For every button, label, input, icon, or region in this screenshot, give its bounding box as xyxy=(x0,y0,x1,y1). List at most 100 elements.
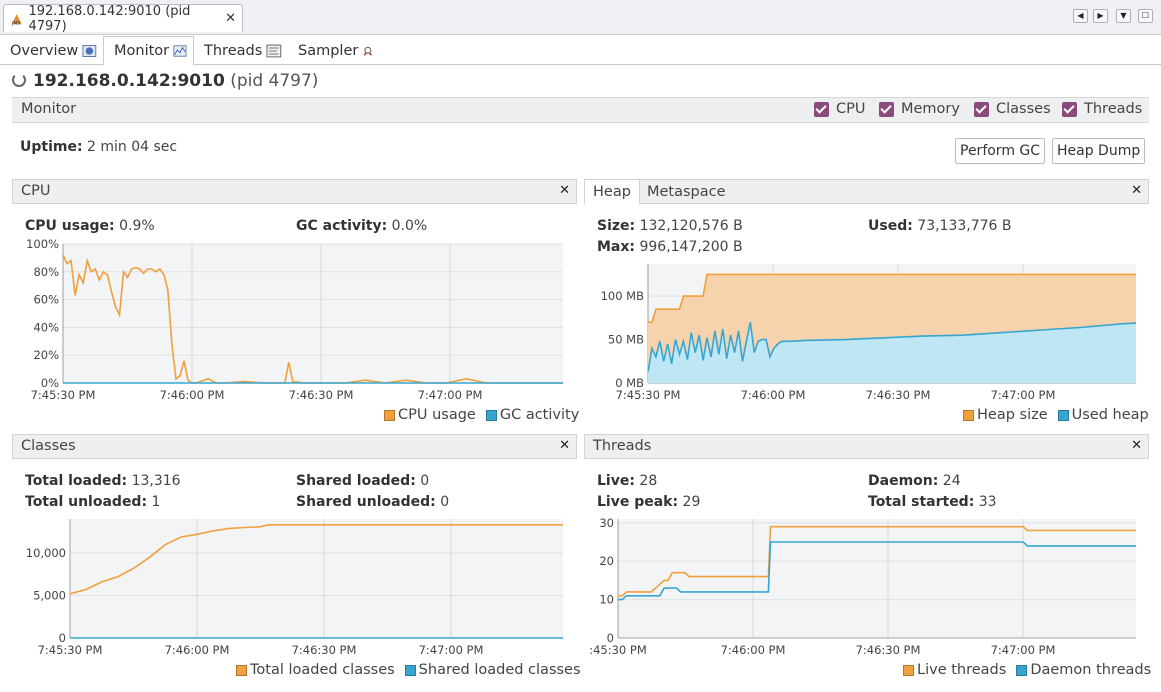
uptime-value: 2 min 04 sec xyxy=(87,139,178,155)
threads-panel-title: Threads xyxy=(593,438,652,454)
heap-legend: Heap size Used heap xyxy=(963,407,1149,423)
legend-swatch xyxy=(404,664,416,676)
heap-dump-button[interactable]: Heap Dump xyxy=(1052,138,1146,164)
threads-checkbox-label: Threads xyxy=(1084,101,1143,117)
y-tick-label: 100 MB xyxy=(601,289,645,303)
legend-heap-size: Heap size xyxy=(977,407,1048,423)
document-tab[interactable]: JMX 192.168.0.142:9010 (pid 4797) ✕ xyxy=(3,4,243,34)
heap-max-label: Max: xyxy=(597,239,636,255)
x-tick-label: 7:46:30 PM xyxy=(289,388,354,402)
shared-unloaded-stat: Shared unloaded: 0 xyxy=(296,494,449,510)
restore-window-button[interactable]: ☐ xyxy=(1138,9,1153,23)
tab-heap[interactable]: Heap xyxy=(585,180,640,204)
legend-total-loaded: Total loaded classes xyxy=(250,662,395,678)
x-tick-label: 7:45:30 PM xyxy=(31,388,96,402)
close-panel-icon[interactable]: ✕ xyxy=(559,438,570,453)
close-panel-icon[interactable]: ✕ xyxy=(1131,183,1142,198)
cpu-checkbox-label: CPU xyxy=(836,101,866,117)
x-tick-label: 7:47:00 PM xyxy=(991,643,1056,657)
memory-checkbox-label: Memory xyxy=(901,101,960,117)
series-area-1 xyxy=(648,322,1136,383)
legend-swatch xyxy=(1057,409,1069,421)
info-icon xyxy=(82,44,97,57)
y-tick-label: 20 xyxy=(599,554,614,568)
classes-checkbox[interactable]: Classes xyxy=(974,101,1051,117)
x-tick-label: 7:46:30 PM xyxy=(856,643,921,657)
tab-sampler[interactable]: Sampler xyxy=(288,36,380,65)
total-started-stat: Total started: 33 xyxy=(868,494,997,510)
live-value: 28 xyxy=(639,473,658,489)
x-tick-label: 7:45:30 PM xyxy=(616,388,681,402)
host-label: 192.168.0.142:9010 xyxy=(33,71,225,91)
threads-checkbox[interactable]: Threads xyxy=(1062,101,1142,117)
close-panel-icon[interactable]: ✕ xyxy=(1131,438,1142,453)
daemon-label: Daemon: xyxy=(868,473,939,489)
close-panel-icon[interactable]: ✕ xyxy=(559,183,570,198)
cpu-usage-value: 0.9% xyxy=(119,218,155,234)
tab-overview[interactable]: Overview xyxy=(0,36,103,65)
document-tab-bar: JMX 192.168.0.142:9010 (pid 4797) ✕ ◀ ▶ … xyxy=(0,0,1161,35)
tab-overview-label: Overview xyxy=(10,42,79,59)
scroll-right-button[interactable]: ▶ xyxy=(1093,9,1108,23)
legend-swatch xyxy=(963,409,974,421)
gc-activity-value: 0.0% xyxy=(391,218,428,234)
monitor-label: Monitor xyxy=(21,101,77,117)
memory-checkbox[interactable]: Memory xyxy=(879,101,960,117)
x-tick-label: 7:45:30 PM xyxy=(38,643,103,657)
plot-area xyxy=(70,519,563,638)
y-tick-label: 30 xyxy=(599,516,614,530)
classes-chart: 10,000 5,000 07:45:30 PM 7:46:00 PM 7:46:30 … xyxy=(26,519,563,657)
series-line-1 xyxy=(618,541,1136,601)
legend-swatch xyxy=(1016,664,1028,676)
y-tick-label: 5,000 xyxy=(33,589,66,603)
shared-loaded-value: 0 xyxy=(420,473,430,489)
y-tick-label: 10 xyxy=(599,593,614,607)
scroll-left-button[interactable]: ◀ xyxy=(1073,9,1088,23)
close-tab-icon[interactable]: ✕ xyxy=(225,11,236,26)
perform-gc-button[interactable]: Perform GC xyxy=(955,138,1046,164)
x-tick-label: 7:46:30 PM xyxy=(292,643,357,657)
x-tick-label: 7:47:00 PM xyxy=(419,643,484,657)
classes-checkbox-label: Classes xyxy=(996,101,1051,117)
heap-max-value: 996,147,200 B xyxy=(639,239,743,255)
threads-legend: Live threads Daemon threads xyxy=(903,662,1151,678)
sampler-icon xyxy=(363,46,373,56)
tab-metaspace[interactable]: Metaspace xyxy=(647,184,726,200)
classes-panel-header: Classes ✕ xyxy=(12,434,577,459)
legend-swatch xyxy=(236,664,247,676)
live-peak-value: 29 xyxy=(682,494,701,510)
cpu-checkbox[interactable]: CPU xyxy=(814,101,865,117)
gc-activity-stat: GC activity: 0.0% xyxy=(296,218,427,234)
y-tick-label: 80% xyxy=(33,265,59,279)
series-line-0 xyxy=(618,525,1136,597)
y-tick-label: 40% xyxy=(33,320,59,334)
legend-cpu-usage: CPU usage xyxy=(398,407,476,423)
total-loaded-label: Total loaded: xyxy=(25,473,128,489)
view-tabs: Overview Monitor Threads Sampler xyxy=(0,35,1161,66)
threads-panel-header: Threads ✕ xyxy=(584,434,1149,459)
uptime: Uptime: 2 min 04 sec xyxy=(20,139,177,155)
x-tick-label: 7:46:00 PM xyxy=(721,643,786,657)
jmx-icon: JMX xyxy=(11,13,22,26)
plot-area xyxy=(63,244,563,383)
total-unloaded-stat: Total unloaded: 1 xyxy=(25,494,160,510)
svg-text:JMX: JMX xyxy=(11,20,22,25)
total-unloaded-label: Total unloaded: xyxy=(25,494,148,510)
monitor-bar: Monitor CPU Memory Classes Threads xyxy=(12,97,1149,123)
x-tick-label: 7:46:00 PM xyxy=(160,388,225,402)
series-line-0 xyxy=(648,273,1136,323)
total-started-value: 33 xyxy=(978,494,997,510)
tab-monitor[interactable]: Monitor xyxy=(103,36,194,66)
tab-threads[interactable]: Threads xyxy=(194,36,288,65)
legend-swatch xyxy=(485,409,497,421)
heap-size-label: Size: xyxy=(597,218,636,234)
live-peak-stat: Live peak: 29 xyxy=(597,494,700,510)
classes-panel-title: Classes xyxy=(21,438,76,454)
y-tick-label: 60% xyxy=(33,293,59,307)
live-peak-label: Live peak: xyxy=(597,494,679,510)
cpu-legend: CPU usage GC activity xyxy=(384,407,579,423)
y-tick-label: 100% xyxy=(26,238,59,251)
tab-list-button[interactable]: ▼ xyxy=(1116,9,1131,23)
series-line-1 xyxy=(647,322,1137,372)
cpu-usage-stat: CPU usage: 0.9% xyxy=(25,218,155,234)
